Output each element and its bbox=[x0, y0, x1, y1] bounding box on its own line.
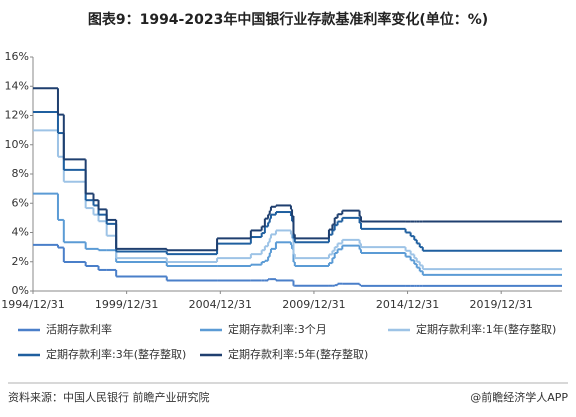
credit: @前瞻经济学人APP bbox=[470, 390, 568, 404]
x-tick-label: 2014/12/31 bbox=[376, 298, 439, 311]
legend-label: 定期存款利率:1年(整存整取) bbox=[416, 322, 556, 336]
legend-label: 定期存款利率:3个月 bbox=[228, 322, 327, 336]
legend-label: 活期存款利率 bbox=[46, 322, 112, 336]
chart-title: 图表9：1994-2023年中国银行业存款基准利率变化(单位：%) bbox=[88, 11, 488, 28]
x-tick-label: 1999/12/31 bbox=[95, 298, 158, 311]
y-tick-label: 16% bbox=[5, 50, 29, 63]
x-tick-label: 2009/12/31 bbox=[282, 298, 345, 311]
x-tick-label: 2004/12/31 bbox=[189, 298, 252, 311]
step-connector bbox=[56, 111, 424, 255]
y-tick-label: 8% bbox=[12, 167, 29, 180]
y-tick-label: 6% bbox=[12, 196, 29, 209]
y-tick-label: 4% bbox=[12, 226, 29, 239]
y-tick-label: 2% bbox=[12, 255, 29, 268]
step-connector bbox=[56, 130, 424, 270]
legend-label: 定期存款利率:3年(整存整取) bbox=[46, 347, 186, 361]
y-tick-label: 14% bbox=[5, 79, 29, 92]
y-tick-label: 10% bbox=[5, 138, 29, 151]
y-tick-label: 0% bbox=[12, 284, 29, 297]
y-tick-label: 12% bbox=[5, 109, 29, 122]
x-tick-label: 1994/12/31 bbox=[1, 298, 64, 311]
x-tick-label: 2019/12/31 bbox=[469, 298, 532, 311]
step-connector bbox=[56, 88, 363, 251]
legend-label: 定期存款利率:5年(整存整取) bbox=[228, 347, 368, 361]
source: 资料来源：中国人民银行 前瞻产业研究院 bbox=[8, 390, 210, 404]
